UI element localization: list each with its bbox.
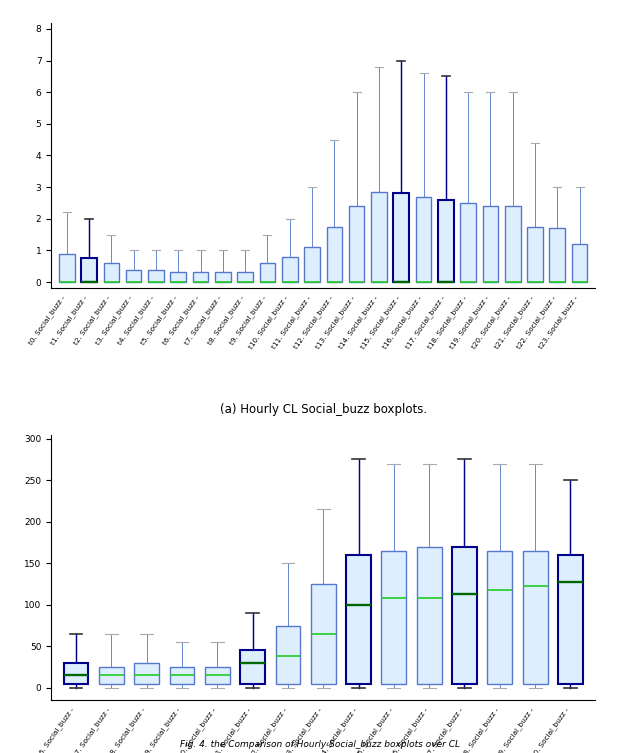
Bar [483, 206, 498, 282]
X-axis label: (a) Hourly CL Social_buzz boxplots.: (a) Hourly CL Social_buzz boxplots. [220, 403, 427, 416]
Bar [488, 550, 512, 684]
Bar [170, 272, 186, 282]
Bar [134, 663, 159, 684]
Bar [215, 272, 230, 282]
Bar [381, 550, 406, 684]
Bar [260, 263, 275, 282]
Bar [63, 663, 88, 684]
Bar [193, 272, 209, 282]
Bar [438, 200, 454, 282]
Bar [416, 197, 431, 282]
Bar [205, 667, 230, 684]
Bar [527, 227, 543, 282]
Bar [99, 667, 124, 684]
Bar [452, 547, 477, 684]
Bar [170, 667, 195, 684]
Bar [237, 272, 253, 282]
Bar [148, 270, 164, 282]
Bar [104, 263, 119, 282]
Bar [349, 206, 364, 282]
Bar [59, 254, 75, 282]
Bar [371, 192, 387, 282]
Bar [304, 247, 320, 282]
Bar [558, 555, 583, 684]
Bar [523, 550, 547, 684]
Bar [505, 206, 520, 282]
Bar [417, 547, 442, 684]
Bar [311, 584, 335, 684]
Bar [275, 626, 300, 684]
Bar [240, 651, 265, 684]
Bar [460, 203, 476, 282]
Bar [81, 258, 97, 282]
Bar [126, 270, 141, 282]
Bar [572, 244, 588, 282]
Text: Fig. 4. the Comparison of Hourly Social_buzz boxplots over CL: Fig. 4. the Comparison of Hourly Social_… [180, 740, 460, 749]
Bar [326, 227, 342, 282]
Bar [282, 257, 298, 282]
Bar [394, 194, 409, 282]
Bar [346, 555, 371, 684]
Bar [550, 228, 565, 282]
